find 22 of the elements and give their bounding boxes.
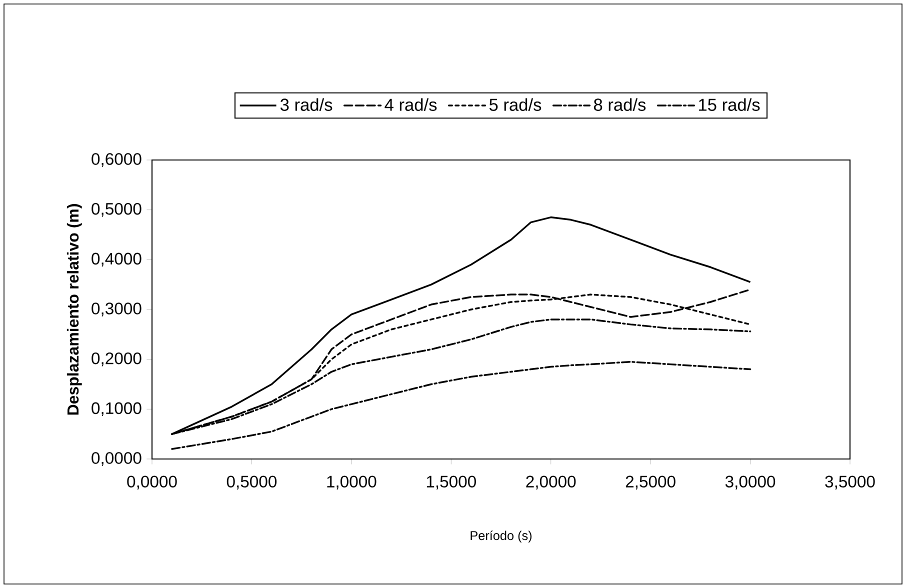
y-tick-label: 0,6000 bbox=[92, 153, 142, 167]
y-tick-label: 0,4000 bbox=[92, 252, 142, 267]
legend-label: 8 rad/s bbox=[594, 98, 646, 111]
x-tick-label: 2,5000 bbox=[626, 476, 676, 490]
x-axis-title: Período (s) bbox=[470, 530, 532, 543]
x-tick-label: 1,0000 bbox=[327, 476, 376, 490]
x-tick-label: 2,0000 bbox=[526, 476, 576, 490]
y-tick-label: 0,1000 bbox=[92, 402, 142, 416]
y-tick-label: 0,5000 bbox=[92, 202, 142, 217]
legend-label: 15 rad/s bbox=[699, 98, 760, 111]
legend-label: 5 rad/s bbox=[489, 98, 542, 111]
y-tick-label: 0,3000 bbox=[92, 302, 142, 316]
x-tick-label: 3,0000 bbox=[725, 476, 776, 490]
y-tick-label: 0,0000 bbox=[92, 452, 142, 466]
legend-label: 4 rad/s bbox=[384, 98, 437, 111]
y-axis-title: Desplazamiento relativo (m) bbox=[66, 204, 82, 415]
y-tick-label: 0,2000 bbox=[92, 352, 142, 366]
x-tick-label: 3,5000 bbox=[825, 476, 875, 490]
x-tick-label: 1,5000 bbox=[426, 476, 476, 490]
x-tick-label: 0,5000 bbox=[226, 476, 277, 490]
x-tick-label: 0,0000 bbox=[127, 476, 177, 490]
legend-label: 3 rad/s bbox=[280, 98, 332, 111]
